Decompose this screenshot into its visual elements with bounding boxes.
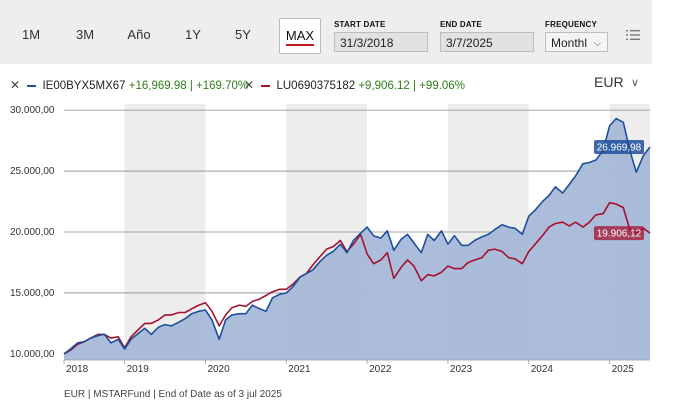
x-tick-label: 2024 (531, 364, 554, 375)
range-max-label: MAX (285, 28, 315, 46)
toolbar: 1M 3M Año 1Y 5Y MAX START DATE 31/3/2018… (0, 0, 652, 64)
end-date-label: END DATE (440, 20, 482, 29)
x-tick-label: 2022 (369, 364, 392, 375)
x-tick-label: 2018 (66, 364, 89, 375)
y-tick-label: 10.000,00 (10, 349, 55, 360)
end-value-label: 19.906,12 (597, 229, 642, 240)
series-1-swatch (27, 84, 37, 87)
legend-series-2-name: LU0690375182 (276, 80, 356, 92)
frequency-value: Monthl (551, 36, 588, 50)
list-settings-icon[interactable] (626, 28, 640, 42)
end-value-label: 26.969,98 (597, 143, 642, 154)
range-ytd-button[interactable]: Año (127, 27, 151, 42)
y-tick-label: 30.000,00 (10, 105, 55, 116)
legend-item-series-1: ✕ IE00BYX5MX67 +16,969.98 | +169.70% (10, 76, 248, 94)
series-2-swatch (261, 84, 271, 87)
chevron-down-icon: ⌵ (594, 38, 601, 48)
y-tick-label: 15.000,00 (10, 288, 55, 299)
end-value-label-bg (594, 140, 644, 155)
data-source-footer: EUR | MSTARFund | End of Date as of 3 ju… (64, 389, 282, 400)
y-tick-label: 25.000,00 (10, 166, 55, 177)
start-date-label: START DATE (334, 20, 386, 29)
legend-item-series-2: ✕ LU0690375182 +9,906.12 | +99.06% (244, 76, 465, 94)
x-tick-label: 2019 (127, 364, 150, 375)
end-value-label-bg (594, 226, 644, 241)
range-max-button[interactable]: MAX (279, 18, 321, 54)
range-5y-button[interactable]: 5Y (235, 27, 251, 42)
range-3m-button[interactable]: 3M (75, 27, 95, 42)
series-2-line (63, 201, 651, 355)
legend-series-1-gain: +16,969.98 | +169.70% (128, 80, 249, 92)
frequency-select[interactable]: Monthl ⌵ (545, 32, 608, 52)
chevron-down-icon[interactable]: ∨ (631, 77, 640, 89)
range-1m-button[interactable]: 1M (21, 27, 41, 42)
y-tick-label: 20.000,00 (10, 227, 55, 238)
frequency-label: FREQUENCY (545, 20, 598, 29)
legend-series-2-gain: +9,906.12 | +99.06% (358, 80, 465, 92)
series-1-line (63, 117, 651, 355)
x-tick-label: 2021 (288, 364, 311, 375)
end-date-input[interactable]: 3/7/2025 (440, 32, 534, 52)
start-date-input[interactable]: 31/3/2018 (334, 32, 428, 52)
close-icon[interactable]: ✕ (244, 78, 255, 92)
currency-selector[interactable]: EUR (594, 74, 624, 90)
x-tick-label: 2023 (450, 364, 473, 375)
x-tick-label: 2025 (612, 364, 635, 375)
x-tick-label: 2020 (207, 364, 230, 375)
close-icon[interactable]: ✕ (10, 78, 21, 92)
legend-series-1-name: IE00BYX5MX67 (42, 80, 126, 92)
range-1y-button[interactable]: 1Y (185, 27, 201, 42)
performance-chart: 10.000,00 15.000,00 20.000,00 25.000,00 30.0… (10, 104, 651, 375)
